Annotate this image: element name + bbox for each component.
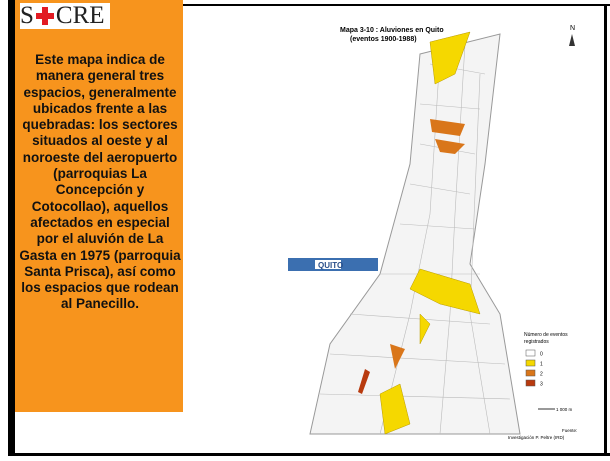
map-title: Mapa 3-10 : Aluviones en Quito (340, 27, 444, 34)
logo: S CRE (20, 3, 110, 29)
legend-swatch (526, 350, 535, 356)
legend-swatch (526, 370, 535, 376)
legend-label: 3 (540, 382, 543, 388)
red-cross (35, 6, 55, 26)
legend-label: 2 (540, 372, 543, 378)
frame (8, 0, 15, 456)
source: Investigación P. Peltre (IRD) (508, 435, 565, 440)
legend-swatch (526, 380, 535, 386)
city-label: QUITO (318, 261, 343, 270)
map-subtitle: (eventos 1900-1988) (350, 36, 417, 43)
logo-text: CRE (56, 2, 105, 30)
legend-label: 0 (540, 352, 543, 358)
scale-label: 1 000 m (556, 407, 573, 412)
slide: S CRE Este mapa indica de manera general… (0, 0, 610, 461)
legend-title: Número de eventos (524, 332, 568, 338)
source-label: Fuente: (562, 428, 577, 433)
body-text: Este mapa indica de manera general tres … (18, 52, 182, 313)
legend-title: registrados (524, 339, 549, 345)
map: Mapa 3-10 : Aluviones en Quito (eventos … (270, 14, 588, 446)
logo-text: S (20, 2, 34, 30)
legend-swatch (526, 360, 535, 366)
frame (14, 453, 610, 456)
frame (604, 4, 607, 456)
north-label: N (570, 25, 575, 32)
legend-label: 1 (540, 362, 543, 368)
